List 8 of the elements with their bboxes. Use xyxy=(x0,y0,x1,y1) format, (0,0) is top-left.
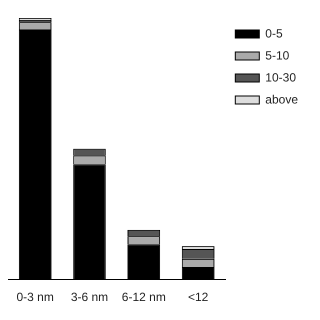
legend-label: 0-5 xyxy=(265,26,283,40)
legend-label: 5-10 xyxy=(265,48,290,62)
legend-label: above xyxy=(265,92,298,106)
x-tick-label: <12 xyxy=(188,290,209,304)
x-tick-label: 0-3 nm xyxy=(16,290,54,304)
legend-label: 10-30 xyxy=(265,70,296,84)
x-tick-label: 6-12 nm xyxy=(122,290,166,304)
x-tick-label: 3-6 nm xyxy=(70,290,108,304)
